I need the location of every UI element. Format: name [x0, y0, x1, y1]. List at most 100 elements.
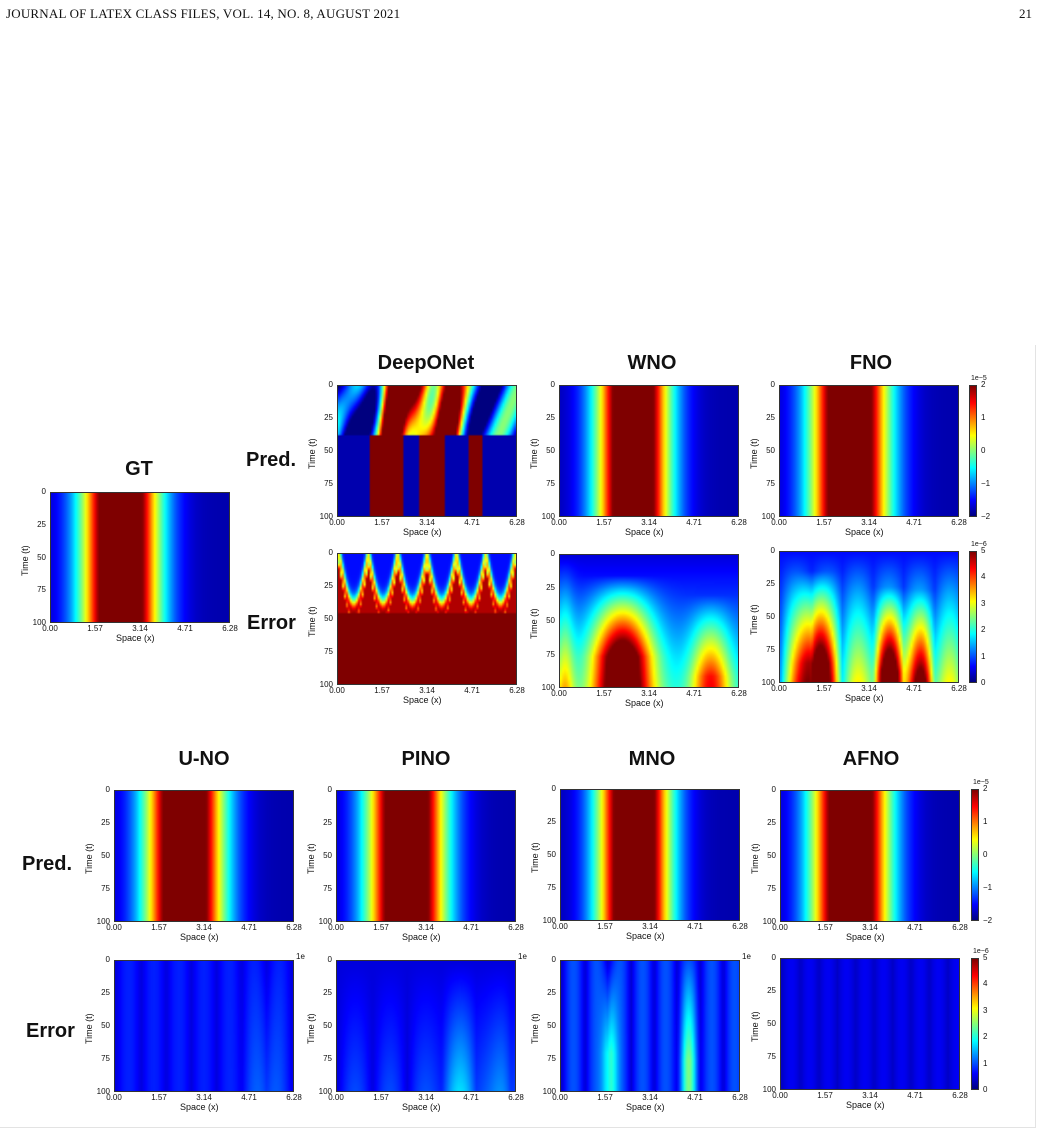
wno-error-panel-xtick: 0.00: [551, 689, 567, 698]
pino-pred-panel-xlabel: Space (x): [402, 932, 441, 942]
afno-pred-panel-ytick: 50: [767, 851, 776, 860]
fno-error-panel-xtick: 4.71: [906, 684, 922, 693]
pino-pred-panel-xtick: 6.28: [508, 923, 524, 932]
uno-pred-panel-xtick: 4.71: [241, 923, 257, 932]
uno-pred-panel-heatmap: [114, 790, 294, 922]
deeponet-pred-panel-ytick: 100: [319, 512, 333, 521]
pred-colorbar-top-tick: −1: [981, 479, 991, 488]
wno-error-panel-xlabel: Space (x): [625, 698, 664, 708]
mno-error-panel-ytick: 50: [547, 1021, 556, 1030]
pino-error-panel-xlabel: Space (x): [402, 1102, 441, 1112]
uno-error-panel-heatmap: [114, 960, 294, 1092]
error-colorbar-top-exponent: 1e−6: [971, 541, 987, 548]
pino-error-panel-xtick: 3.14: [418, 1093, 434, 1102]
pred-colorbar-top-exponent: 1e−5: [971, 375, 987, 382]
mno-pred-panel-xtick: 4.71: [687, 922, 703, 931]
uno-pred-panel-ytick: 25: [101, 818, 110, 827]
deeponet-pred-panel-xtick: 4.71: [464, 518, 480, 527]
afno-error-panel-xlabel: Space (x): [846, 1100, 885, 1110]
wno-error-panel-xtick: 4.71: [686, 689, 702, 698]
deeponet-pred-panel-ytick: 50: [324, 446, 333, 455]
pino-pred-panel-ytick: 50: [323, 851, 332, 860]
running-header: JOURNAL OF LATEX CLASS FILES, VOL. 14, N…: [6, 6, 401, 21]
gt-panel-xlabel: Space (x): [116, 633, 155, 643]
wno-pred-panel-ytick: 50: [546, 446, 555, 455]
pino-error-panel-xtick: 4.71: [463, 1093, 479, 1102]
fno-error-panel-xtick: 3.14: [861, 684, 877, 693]
fno-pred-panel-ytick: 0: [770, 380, 775, 389]
fno-pred-panel-heatmap: [779, 385, 959, 517]
row-label-error-bottom: Error: [26, 1020, 75, 1042]
pino-pred-panel-heatmap: [336, 790, 516, 922]
error-colorbar-top-tick: 0: [981, 678, 986, 687]
deeponet-error-panel-ytick: 50: [324, 614, 333, 623]
fno-error-panel-xlabel: Space (x): [845, 693, 884, 703]
error-colorbar-bottom-gradient: [971, 958, 979, 1090]
deeponet-error-panel-xtick: 6.28: [509, 686, 525, 695]
wno-pred-panel-xtick: 0.00: [551, 518, 567, 527]
wno-pred-panel-xtick: 6.28: [731, 518, 747, 527]
fno-pred-panel-ytick: 25: [766, 413, 775, 422]
uno-pred-panel-xtick: 3.14: [196, 923, 212, 932]
fno-error-panel-heatmap: [779, 551, 959, 683]
mno-error-panel-xtick: 4.71: [687, 1093, 703, 1102]
gt-panel-xtick: 6.28: [222, 624, 238, 633]
uno-pred-panel-xtick: 1.57: [151, 923, 167, 932]
title-mno: MNO: [628, 748, 676, 770]
page-number: 21: [1019, 6, 1032, 21]
fno-error-panel-ytick: 25: [766, 579, 775, 588]
error-colorbar-bottom-tick: 4: [983, 979, 988, 989]
wno-error-panel-heatmap: [559, 554, 739, 688]
afno-error-panel-ytick: 50: [767, 1019, 776, 1028]
title-u-no: U-NO: [178, 748, 230, 770]
uno-error-panel-ytick: 100: [96, 1087, 110, 1096]
uno-error-panel-xlabel: Space (x): [180, 1102, 219, 1112]
uno-pred-panel-ytick: 50: [101, 851, 110, 860]
mno-error-panel-xtick: 1.57: [597, 1093, 613, 1102]
afno-pred-panel-ytick: 100: [762, 917, 776, 926]
fno-pred-panel-xtick: 6.28: [951, 518, 967, 527]
gt-panel-ylabel: Time (t): [20, 544, 30, 576]
wno-error-panel-ytick: 50: [546, 616, 555, 625]
uno-error-panel-xtick: 3.14: [196, 1093, 212, 1102]
uno-pred-panel-ylabel: Time (t): [84, 843, 94, 874]
afno-error-panel-xtick: 4.71: [907, 1091, 923, 1100]
pino-error-panel-ytick: 100: [318, 1087, 332, 1096]
pred-colorbar-bottom-exponent: 1e−5: [973, 779, 989, 786]
mno-error-panel-ytick: 0: [551, 955, 556, 964]
mno-pred-panel-xtick: 3.14: [642, 922, 658, 931]
mno-pred-panel-xlabel: Space (x): [626, 931, 665, 941]
gt-panel-ytick: 25: [37, 519, 46, 529]
mno-error-panel-heatmap: [560, 960, 740, 1092]
figure-frame-right: [1035, 345, 1036, 1128]
uno-error-panel-xtick: 0.00: [106, 1093, 122, 1102]
afno-error-panel-ytick: 25: [767, 986, 776, 995]
uno-pred-panel-ytick: 100: [96, 917, 110, 926]
wno-pred-panel-xlabel: Space (x): [625, 527, 664, 537]
fno-error-panel-ytick: 100: [761, 678, 775, 687]
row-label-error-top: Error: [247, 612, 296, 634]
fno-pred-panel-xtick: 0.00: [771, 518, 787, 527]
pred-colorbar-top-tick: 2: [981, 380, 986, 389]
row-label-pred-top: Pred.: [246, 449, 297, 471]
gt-panel-xtick: 0.00: [42, 624, 58, 633]
error-colorbar-bottom-tick: 2: [983, 1032, 988, 1042]
error-colorbar-top-tick: 5: [981, 546, 986, 555]
afno-pred-panel-heatmap: [780, 790, 960, 922]
pino-pred-panel-ylabel: Time (t): [306, 843, 316, 874]
pino-pred-panel-ytick: 100: [318, 917, 332, 926]
wno-pred-panel-ytick: 0: [550, 380, 555, 389]
deeponet-error-panel-xtick: 0.00: [329, 686, 345, 695]
mno-pred-panel-ytick: 100: [542, 916, 556, 925]
pino-error-panel-heatmap: [336, 960, 516, 1092]
gt-title: GT: [125, 458, 153, 480]
title-deeponet: DeepONet: [377, 352, 475, 374]
fno-pred-panel-ytick: 100: [761, 512, 775, 521]
deeponet-pred-panel-ytick: 25: [324, 413, 333, 422]
afno-error-panel-xtick: 1.57: [817, 1091, 833, 1100]
pino-error-panel-ytick: 25: [323, 988, 332, 997]
uno-error-panel-ytick: 50: [101, 1021, 110, 1030]
uno-error-panel-ytick: 75: [101, 1054, 110, 1063]
pino-pred-panel-xtick: 0.00: [328, 923, 344, 932]
deeponet-pred-panel-xlabel: Space (x): [403, 527, 442, 537]
